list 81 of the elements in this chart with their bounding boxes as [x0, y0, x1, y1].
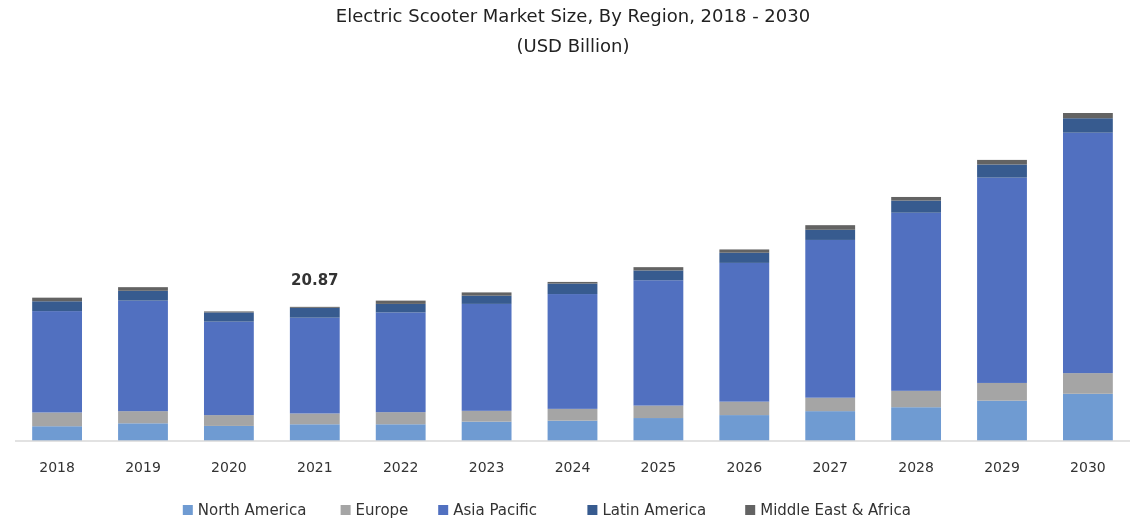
bar — [891, 407, 942, 441]
x-tick-label: 2018 — [39, 459, 75, 475]
bar — [891, 196, 942, 201]
bar — [977, 164, 1027, 178]
bar — [32, 426, 82, 441]
bar — [1063, 393, 1113, 441]
bar — [461, 410, 512, 422]
bar — [977, 400, 1027, 441]
bar — [633, 267, 684, 271]
x-tick-label: 2030 — [1070, 459, 1106, 475]
annotation: 20.87 — [291, 270, 339, 289]
bar — [375, 300, 426, 304]
bar — [461, 295, 512, 304]
bar — [289, 317, 340, 414]
bar — [805, 229, 856, 240]
x-tick-label: 2025 — [640, 459, 677, 475]
bar — [719, 262, 770, 402]
bar — [977, 177, 1027, 383]
bar — [891, 200, 942, 213]
x-tick-label: 2024 — [554, 459, 591, 475]
bar — [719, 249, 770, 253]
x-tick-label: 2029 — [984, 459, 1020, 475]
bar — [461, 303, 512, 411]
legend-label: North America — [197, 501, 307, 519]
bar — [891, 212, 942, 391]
bar — [32, 301, 82, 312]
bar — [805, 411, 856, 441]
bar — [547, 420, 598, 441]
x-tick-label: 2021 — [296, 459, 333, 475]
x-tick-label: 2027 — [812, 459, 849, 475]
bar — [118, 411, 168, 424]
x-tick-label: 2028 — [898, 459, 934, 475]
legend-label: Europe — [355, 501, 409, 519]
bar — [203, 312, 254, 322]
legend-label: Asia Pacific — [453, 501, 538, 519]
bar — [547, 294, 598, 409]
chart-subtitle: (USD Billion) — [516, 35, 630, 56]
bar — [891, 390, 942, 408]
bar — [633, 418, 684, 441]
bar — [289, 413, 340, 425]
bar — [633, 405, 684, 419]
bar — [375, 303, 426, 313]
bar — [1063, 373, 1113, 394]
bar — [633, 280, 684, 406]
bar — [375, 424, 426, 441]
bar — [805, 225, 856, 230]
bar — [719, 401, 770, 416]
x-tick-label: 2019 — [125, 459, 161, 475]
bar — [203, 415, 254, 426]
chart-title: Electric Scooter Market Size, By Region, 2018 - 2030 — [335, 5, 811, 26]
bar — [461, 421, 512, 441]
bar — [633, 270, 684, 281]
bar — [805, 397, 856, 412]
bar — [32, 311, 82, 413]
bar — [1063, 118, 1113, 133]
legend-label: Middle East & Africa — [760, 501, 911, 519]
bar — [118, 300, 168, 412]
bar — [805, 239, 856, 398]
x-tick-label: 2026 — [726, 459, 763, 475]
bar — [719, 415, 770, 441]
bar — [289, 307, 340, 318]
bar — [203, 321, 254, 416]
bar — [375, 412, 426, 425]
bar — [1063, 132, 1113, 374]
bar — [118, 423, 168, 441]
bar — [32, 412, 82, 427]
x-tick-label: 2022 — [382, 459, 419, 475]
x-tick-label: 2023 — [468, 459, 505, 475]
x-tick-label: 2020 — [211, 459, 247, 475]
bar — [977, 382, 1027, 401]
bar — [375, 312, 426, 413]
bar — [547, 408, 598, 421]
bar — [118, 287, 168, 291]
bar — [1063, 113, 1113, 119]
bar — [289, 424, 340, 441]
bar — [719, 252, 770, 263]
bar — [461, 292, 512, 296]
bar — [547, 283, 598, 295]
bar — [118, 290, 168, 301]
legend-label: Latin America — [602, 501, 707, 519]
bar — [203, 425, 254, 441]
